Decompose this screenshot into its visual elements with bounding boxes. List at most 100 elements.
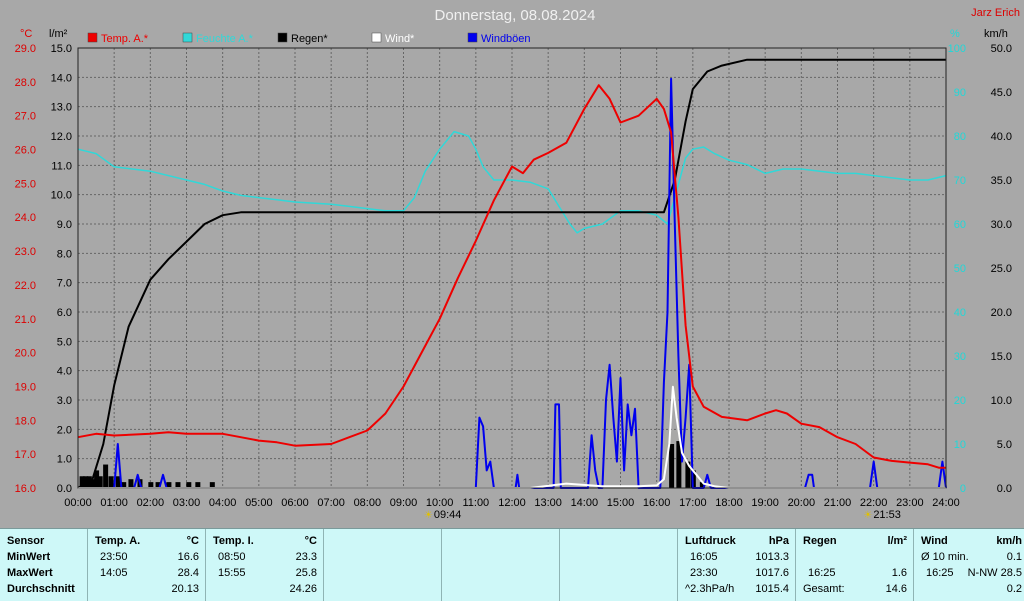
rain-bar — [108, 476, 114, 488]
row-label-max: MaxWert — [7, 567, 53, 579]
x-tick-label: 24:00 — [932, 497, 960, 509]
humidity-axis-unit: % — [950, 28, 960, 40]
legend-swatch — [467, 32, 478, 43]
pressure-max-time: 23:30 — [690, 567, 718, 579]
x-tick-label: 21:00 — [824, 497, 852, 509]
col-empty-3 — [560, 529, 678, 601]
legend-label: Feuchte A.* — [196, 33, 254, 45]
wind-last-value: 0.2 — [1006, 583, 1022, 595]
x-tick-label: 02:00 — [137, 497, 165, 509]
wind-tick-label: 20.0 — [991, 307, 1012, 319]
humidity-line — [77, 130, 947, 234]
sensor-header: Sensor — [7, 535, 45, 547]
x-tick-label: 01:00 — [100, 497, 128, 509]
rain-bar — [175, 482, 181, 488]
rain-bar — [128, 479, 134, 488]
x-tick-label: 18:00 — [715, 497, 743, 509]
sunset-icon: ☀ — [863, 510, 872, 521]
col-rain: Regen l/m² 16:25 1.6 Gesamt: 14.6 — [796, 529, 914, 601]
humidity-tick-label: 60 — [954, 219, 966, 231]
legend-swatch — [371, 32, 382, 43]
temp-tick-label: 28.0 — [15, 77, 36, 89]
x-tick-label: 10:00 — [426, 497, 454, 509]
temp-tick-label: 24.0 — [15, 212, 36, 224]
temp-a-max-time: 14:05 — [100, 567, 128, 579]
rain-tick-label: 4.0 — [57, 366, 72, 378]
temp-tick-label: 25.0 — [15, 178, 36, 190]
legend-swatch — [87, 32, 98, 43]
pressure-trend-label: ^2.3hPa/h — [685, 583, 735, 595]
col-empty-2 — [442, 529, 560, 601]
rain-tick-label: 2.0 — [57, 424, 72, 436]
axes: 00:00 01:00 02:00 03:00 04:00 05:00 06:00 07:00… — [15, 43, 1012, 521]
rain-total-value: 14.6 — [885, 583, 907, 595]
rain-bar — [195, 482, 201, 488]
temp-a-unit: °C — [186, 535, 199, 547]
rain-bar — [685, 461, 691, 488]
rain-tick-label: 5.0 — [57, 336, 72, 348]
humidity-tick-label: 80 — [954, 131, 966, 143]
pressure-header: Luftdruck — [685, 535, 736, 547]
humidity-tick-label: 40 — [954, 307, 966, 319]
temp-a-min-time: 23:50 — [100, 551, 128, 563]
rain-tick-label: 0.0 — [57, 483, 72, 495]
temp-tick-label: 21.0 — [15, 314, 36, 326]
rain-max-time: 16:25 — [808, 567, 836, 579]
temp-tick-label: 20.0 — [15, 348, 36, 360]
rain-bar — [94, 470, 100, 488]
rain-max-value: 1.6 — [891, 567, 907, 579]
temp-i-header: Temp. I. — [213, 535, 254, 547]
wind-avg-label: Ø 10 min. — [921, 551, 969, 563]
wind-max-time: 16:25 — [926, 567, 954, 579]
pressure-max-value: 1017.6 — [755, 567, 789, 579]
rain-total-label: Gesamt: — [803, 583, 845, 595]
temp-i-avg: 24.26 — [289, 583, 317, 595]
rain-tick-label: 7.0 — [57, 278, 72, 290]
temp-i-min-value: 23.3 — [295, 551, 317, 563]
x-tick-label: 05:00 — [245, 497, 273, 509]
pressure-trend-value: 1015.4 — [755, 583, 789, 595]
rain-bar — [115, 476, 121, 488]
sunrise-label: 09:44 — [434, 509, 462, 521]
rain-tick-label: 10.0 — [51, 190, 72, 202]
temp-tick-label: 18.0 — [15, 415, 36, 427]
humidity-tick-label: 50 — [954, 263, 966, 275]
rain-bar — [103, 464, 109, 488]
x-tick-label: 20:00 — [788, 497, 816, 509]
legend-label: Wind* — [385, 33, 415, 45]
wind-unit: km/h — [996, 535, 1022, 547]
rain-tick-label: 15.0 — [51, 43, 72, 55]
rain-bar — [669, 444, 675, 488]
rain-bar — [209, 482, 215, 488]
rain-tick-label: 6.0 — [57, 307, 72, 319]
wind-tick-label: 40.0 — [991, 131, 1012, 143]
rain-bar — [676, 441, 682, 488]
temp-tick-label: 29.0 — [15, 43, 36, 55]
wind-tick-label: 10.0 — [991, 395, 1012, 407]
temp-tick-label: 27.0 — [15, 111, 36, 123]
x-tick-label: 00:00 — [64, 497, 92, 509]
temp-a-max-value: 28.4 — [177, 567, 199, 579]
temp-a-min-value: 16.6 — [177, 551, 199, 563]
temp-i-min-time: 08:50 — [218, 551, 246, 563]
x-tick-label: 03:00 — [173, 497, 201, 509]
x-tick-label: 12:00 — [498, 497, 526, 509]
col-temp-a: Temp. A. °C 23:50 16.6 14:05 28.4 20.13 — [88, 529, 206, 601]
col-wind: Wind km/h Ø 10 min. 0.1 16:25 N-NW 28.5 … — [914, 529, 1024, 601]
temp-tick-label: 26.0 — [15, 145, 36, 157]
wind-tick-label: 25.0 — [991, 263, 1012, 275]
row-label-min: MinWert — [7, 551, 51, 563]
row-label-avg: Durchschnitt — [7, 583, 75, 595]
temp-tick-label: 17.0 — [15, 449, 36, 461]
rain-bar — [148, 482, 154, 488]
sunset-label: 21:53 — [873, 509, 901, 521]
rain-bar — [166, 482, 172, 488]
humidity-tick-label: 10 — [954, 439, 966, 451]
x-tick-label: 17:00 — [679, 497, 707, 509]
temp-axis-unit: °C — [20, 28, 32, 40]
temperature-line — [77, 84, 946, 469]
weather-chart: 00:00 01:00 02:00 03:00 04:00 05:00 06:00 07:00… — [14, 7, 1020, 521]
wind-tick-label: 50.0 — [991, 43, 1012, 55]
wind-avg-value: 0.1 — [1006, 551, 1022, 563]
rain-tick-label: 8.0 — [57, 248, 72, 260]
